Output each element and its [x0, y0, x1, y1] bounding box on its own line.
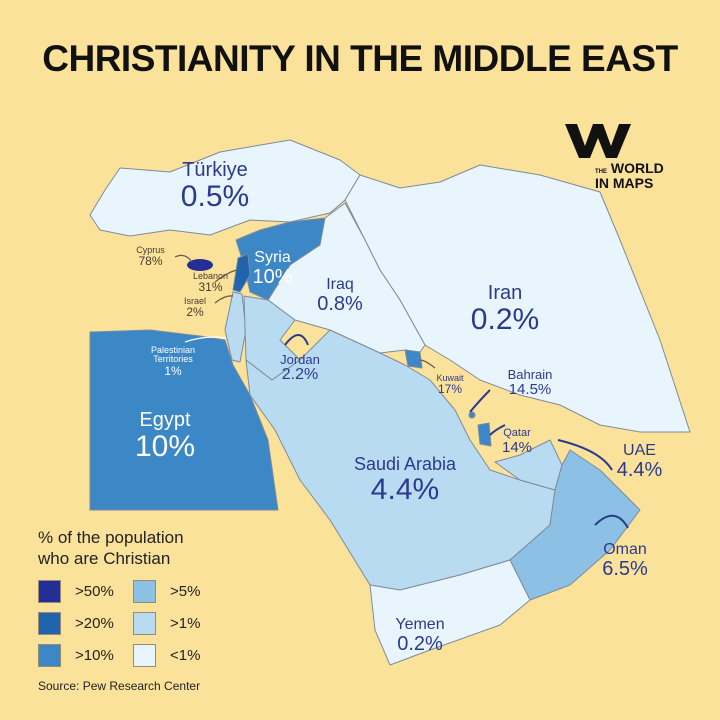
swatch — [38, 643, 61, 667]
country-bahrain[interactable] — [468, 411, 476, 419]
label-palestinian-territories: Palestinian Territories 1% — [150, 345, 196, 378]
country-israel[interactable] — [224, 291, 247, 363]
label-lebanon: Lebanon 31% — [192, 271, 229, 295]
label-iran: Iran 0.2% — [470, 282, 540, 336]
country-qatar[interactable] — [477, 422, 492, 447]
country-oman[interactable] — [509, 449, 641, 601]
legend-item-gt20: >20% — [38, 611, 133, 635]
arrow-jordan — [284, 334, 309, 346]
label-jordan: Jordan 2.2% — [280, 352, 320, 383]
country-iraq[interactable] — [267, 202, 426, 354]
source-note: Source: Pew Research Center — [38, 678, 201, 693]
country-kuwait[interactable] — [404, 349, 423, 369]
legend-item-lt1: <1% — [133, 643, 213, 667]
logo-the-world-in-maps: THE WORLD IN MAPS — [565, 122, 695, 190]
legend-title: % of the population who are Christian — [38, 528, 184, 569]
country-cyprus[interactable] — [187, 259, 213, 271]
arrow-uae — [557, 439, 613, 471]
label-syria: Syria 10% — [252, 249, 293, 288]
label-qatar: Qatar 14% — [501, 427, 533, 456]
swatch — [38, 579, 61, 603]
legend: % of the population who are Christian >5… — [38, 527, 218, 693]
pointer-arrows — [284, 334, 629, 529]
wm-logo-icon — [565, 124, 631, 158]
swatch — [38, 611, 61, 635]
arrow-oman — [594, 514, 629, 529]
label-turkiye: Türkiye 0.5% — [180, 159, 250, 213]
swatch — [133, 611, 156, 635]
legend-item-gt5: >5% — [133, 579, 213, 603]
label-uae: UAE 4.4% — [616, 442, 663, 481]
label-bahrain: Bahrain 14.5% — [507, 367, 553, 398]
arrow-qatar — [489, 424, 506, 436]
country-egypt[interactable] — [89, 329, 279, 511]
small-arrows — [174, 254, 436, 369]
swatch — [133, 643, 156, 667]
map-title: CHRISTIANITY IN THE MIDDLE EAST — [42, 38, 678, 79]
label-egypt: Egypt 10% — [134, 409, 196, 463]
logo-the: THE — [595, 169, 607, 175]
logo-line1: WORLD — [610, 160, 664, 176]
country-yemen[interactable] — [369, 559, 531, 666]
swatch — [133, 579, 156, 603]
label-saudi-arabia: Saudi Arabia 4.4% — [353, 454, 457, 506]
legend-item-gt10: >10% — [38, 643, 133, 667]
legend-item-gt50: >50% — [38, 579, 133, 603]
logo-line2: IN MAPS — [595, 174, 654, 191]
label-yemen: Yemen 0.2% — [395, 616, 445, 655]
label-israel: Israel 2% — [183, 296, 206, 320]
label-oman: Oman 6.5% — [602, 541, 648, 580]
label-iraq: Iraq 0.8% — [317, 276, 363, 315]
label-kuwait: Kuwait 17% — [436, 373, 464, 397]
label-cyprus: Cyprus 78% — [136, 245, 165, 269]
legend-item-gt1: >1% — [133, 611, 213, 635]
country-lebanon[interactable] — [232, 253, 251, 293]
arrow-bahrain — [469, 389, 491, 413]
